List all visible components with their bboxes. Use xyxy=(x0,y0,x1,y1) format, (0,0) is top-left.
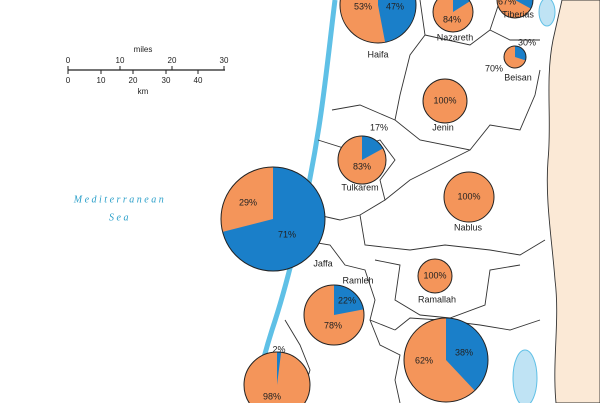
pie: 84% Nazareth xyxy=(432,0,474,42)
pie: 67% Tiberias xyxy=(496,0,534,19)
slice-label: 30% xyxy=(518,37,536,47)
slice-label: 84% xyxy=(443,14,461,24)
district-label: Haifa xyxy=(367,49,388,59)
slice-label: 100% xyxy=(457,191,480,201)
slice-label: 38% xyxy=(455,347,473,357)
pie-slice xyxy=(403,318,475,402)
pie-slice xyxy=(340,0,386,43)
district-label: Jenin xyxy=(432,122,454,132)
scale-unit: km xyxy=(138,87,149,96)
pie-outline xyxy=(220,166,326,272)
pie: 2% 98% xyxy=(243,344,311,403)
pie: 30% 70%Beisan xyxy=(485,37,536,82)
pie-slice xyxy=(444,172,494,222)
dead-sea xyxy=(512,349,538,403)
slice-label: 62% xyxy=(415,355,433,365)
pie-slice xyxy=(446,318,488,391)
pie: 100% Nablus xyxy=(443,171,495,232)
pie-slice xyxy=(338,136,387,185)
slice-label: 17% xyxy=(370,122,388,132)
pie-slice xyxy=(503,46,526,68)
pie-slice xyxy=(515,46,526,61)
slice-label: 29% xyxy=(239,197,257,207)
pie-outline xyxy=(422,78,468,124)
slice-label: 78% xyxy=(324,320,342,330)
pie-slice xyxy=(222,167,326,272)
scale-tick-label: 0 xyxy=(66,76,71,85)
slice-label: 53% xyxy=(354,1,372,11)
pies: 47% 53% Haifa 84% Nazareth 67% Tiberias 30% 70%B… xyxy=(220,0,536,403)
district-label: Tiberias xyxy=(502,9,534,19)
pie-slice xyxy=(244,352,310,403)
pie: 100% Ramallah xyxy=(417,258,456,304)
scale-bar: miles km 0 10 20 30 0 10 20 30 40 xyxy=(66,45,229,96)
sea-area xyxy=(0,0,335,403)
scale-tick-label: 20 xyxy=(129,76,138,85)
district-label: Tulkarem xyxy=(341,182,378,192)
scale-tick-label: 40 xyxy=(194,76,203,85)
pie-outline xyxy=(243,351,311,403)
district-label: Jaffa xyxy=(313,258,332,268)
pie-slice xyxy=(334,285,364,315)
slice-label: 22% xyxy=(338,295,356,305)
pie: 22% 78% Ramleh xyxy=(303,275,374,346)
pie-outline xyxy=(403,317,489,403)
east-bank xyxy=(546,0,600,403)
sea-label: Mediterranean xyxy=(73,194,167,205)
pie-outline xyxy=(339,0,417,44)
pie: 47% 53% Haifa xyxy=(339,0,417,59)
slice-label: 100% xyxy=(433,95,456,105)
pie-slice xyxy=(378,0,416,43)
slice-label: 67% xyxy=(498,0,516,6)
district-label: Nazareth xyxy=(437,32,474,42)
slice-label: 47% xyxy=(386,1,404,11)
scale-tick-label: 10 xyxy=(97,76,106,85)
district-label: Ramleh xyxy=(342,275,373,285)
scale-tick-label: 10 xyxy=(116,56,125,65)
scale-tick-label: 30 xyxy=(220,56,229,65)
pie-outline xyxy=(443,171,495,223)
pie-outline xyxy=(337,135,387,185)
pie-outline xyxy=(503,45,527,69)
scale-unit: miles xyxy=(134,45,153,54)
district-label: Beisan xyxy=(504,72,532,82)
sea-label: Sea xyxy=(109,212,131,223)
slice-label: 70% xyxy=(485,63,503,73)
pie-outline xyxy=(496,0,534,19)
slice-label: 2% xyxy=(272,344,285,354)
pie-slice xyxy=(418,259,452,293)
scale-tick-label: 30 xyxy=(162,76,171,85)
pie: 38% 62% xyxy=(403,317,489,403)
district-label: Ramallah xyxy=(418,294,456,304)
scale-tick-label: 0 xyxy=(66,56,71,65)
slice-label: 98% xyxy=(263,391,281,401)
pie-slice xyxy=(423,79,467,123)
pie-slice xyxy=(433,0,473,32)
pie-slice xyxy=(304,285,365,346)
slice-label: 71% xyxy=(278,229,296,239)
pie-outline xyxy=(417,258,453,294)
pie-slice xyxy=(497,0,531,18)
pie: 17% 83% Tulkarem xyxy=(337,122,388,192)
pie-outline xyxy=(303,284,365,346)
sea-of-galilee xyxy=(538,0,556,27)
pie-outline xyxy=(432,0,474,33)
pie: 71% 29% Jaffa xyxy=(220,166,333,272)
slice-label: 100% xyxy=(423,270,446,280)
district-label: Nablus xyxy=(454,222,483,232)
pie: 100% Jenin xyxy=(422,78,468,132)
slice-label: 83% xyxy=(353,161,371,171)
pie-slice xyxy=(221,167,273,232)
pie-slice xyxy=(277,352,282,385)
scale-tick-label: 20 xyxy=(168,56,177,65)
